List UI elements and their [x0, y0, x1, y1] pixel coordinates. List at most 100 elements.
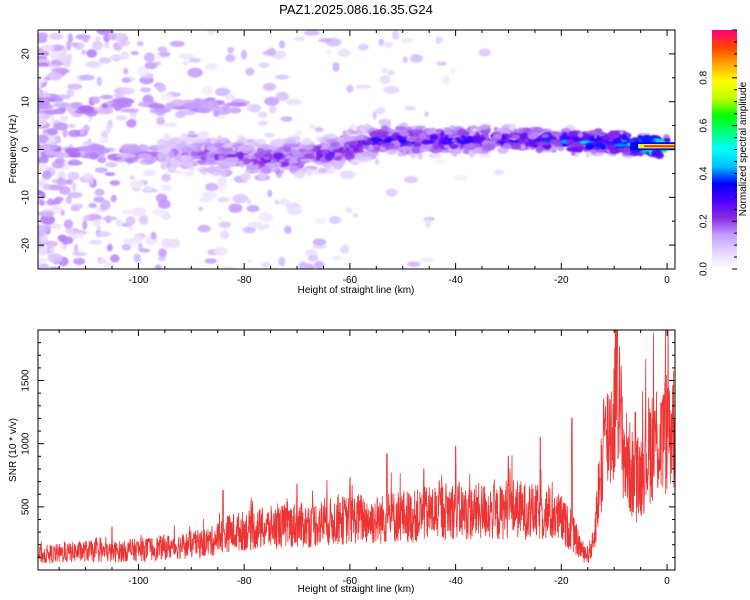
- spectrogram-ridge-blob: [463, 130, 470, 137]
- spectrogram-ridge-blob: [273, 152, 284, 160]
- spectrogram-noise-blob: [325, 49, 333, 55]
- spectrogram-noise-blob: [62, 128, 68, 138]
- spectrogram-noise-blob: [60, 209, 65, 216]
- spectrogram-ridge-blob: [443, 144, 451, 148]
- spectrogram-noise-blob: [217, 196, 230, 203]
- spectrogram-noise-blob: [110, 254, 120, 263]
- spectrogram-noise-blob: [383, 86, 400, 94]
- spectrogram-noise-blob: [258, 212, 273, 223]
- spectrogram-noise-blob: [129, 179, 144, 189]
- spectrogram-ridge-blob: [429, 133, 439, 141]
- spectrogram-noise-blob: [245, 67, 255, 76]
- spectrogram-noise-blob: [314, 126, 324, 133]
- spectrogram-noise-blob: [278, 40, 286, 49]
- spectrogram-noise-blob: [82, 35, 90, 43]
- spectrogram-noise-blob: [275, 91, 289, 102]
- spectrogram-noise-blob: [307, 254, 319, 262]
- spectrogram-ridge-blob: [205, 162, 211, 166]
- spectrogram-noise-blob: [130, 51, 139, 56]
- spectrogram-x-tick-label: 0: [664, 275, 670, 286]
- spectrogram-band-blob: [137, 153, 153, 160]
- spectrogram-noise-blob: [250, 104, 261, 113]
- spectrogram-ridge-blob: [261, 166, 272, 175]
- spectrogram-noise-blob: [71, 182, 76, 192]
- spectrogram-noise-blob: [93, 196, 105, 203]
- spectrogram-noise-blob: [264, 96, 280, 106]
- spectrogram-ridge-blob: [585, 142, 594, 150]
- spectrogram-ridge-blob: [214, 154, 219, 161]
- spectrogram-band-blob: [44, 109, 59, 115]
- spectrogram-noise-blob: [187, 67, 203, 78]
- spectrogram-noise-blob: [262, 82, 276, 92]
- spectrogram-noise-blob: [109, 55, 126, 60]
- spectrogram-noise-blob: [89, 175, 94, 185]
- spectrogram-band-blob: [71, 103, 80, 109]
- spectrogram-noise-blob: [47, 198, 53, 206]
- spectrogram-ridge-blob: [541, 133, 550, 138]
- spectrogram-noise-blob: [97, 225, 102, 232]
- spectrogram-noise-blob: [67, 33, 73, 43]
- spectrogram-noise-blob: [99, 94, 114, 100]
- spectrogram-noise-blob: [128, 225, 134, 231]
- spectrogram-ridge-blob: [355, 129, 361, 134]
- spectrogram-noise-blob: [150, 231, 157, 240]
- spectrogram-noise-blob: [247, 221, 263, 228]
- spectrogram-noise-blob: [121, 209, 137, 215]
- spectrogram-ridge-blob: [220, 146, 233, 154]
- spectrogram-noise-blob: [493, 169, 505, 176]
- spectrogram-ridge-blob: [170, 138, 180, 142]
- spectrogram-noise-blob: [47, 71, 64, 81]
- spectrogram-ridge-blob: [163, 133, 170, 141]
- spectrogram-noise-blob: [115, 219, 123, 227]
- spectrogram-noise-blob: [82, 220, 88, 231]
- spectrogram-noise-blob: [68, 123, 76, 128]
- spectrogram-ridge-blob: [155, 146, 166, 150]
- spectrogram-noise-blob: [182, 60, 189, 66]
- spectrogram-noise-blob: [67, 191, 83, 199]
- spectrogram-ridge-blob: [619, 147, 631, 153]
- spectrogram-ridge-blob: [600, 132, 605, 136]
- spectrogram-noise-blob: [136, 66, 149, 77]
- spectrogram-ridge-blob: [345, 141, 358, 146]
- spectrogram-noise-blob: [66, 53, 73, 62]
- spectrogram-noise-blob: [162, 122, 178, 128]
- spectrogram-noise-blob: [261, 262, 271, 268]
- spectrogram-noise-blob: [96, 76, 103, 87]
- spectrogram-noise-blob: [65, 195, 72, 204]
- spectrogram-noise-blob: [98, 258, 108, 264]
- spectrogram-ridge-blob: [217, 134, 223, 141]
- spectrogram-ridge-blob: [342, 130, 348, 138]
- spectrogram-noise-blob: [450, 67, 456, 75]
- spectrogram-noise-blob: [478, 48, 491, 57]
- spectrogram-noise-blob: [419, 257, 435, 263]
- spectrogram-noise-blob: [119, 87, 135, 95]
- spectrogram-noise-blob: [91, 40, 103, 51]
- spectrogram-noise-blob: [91, 219, 102, 225]
- spectrogram-ridge-blob: [577, 132, 584, 138]
- spectrogram-noise-blob: [50, 114, 55, 122]
- spectrogram-noise-blob: [38, 257, 48, 263]
- spectrogram-ridge-blob: [392, 132, 401, 136]
- colorbar: 0.0 0.2 0.4 0.6 0.8 Normalized spectral ampl…: [699, 29, 749, 276]
- spectrogram-ridge-blob: [483, 129, 489, 138]
- spectrogram-ridge-blob: [400, 145, 415, 151]
- spectrogram-ridge-blob: [406, 136, 417, 143]
- spectrogram-band-blob: [114, 104, 122, 112]
- spectrogram-noise-blob: [349, 123, 356, 130]
- spectrogram-ridge-blob: [315, 136, 323, 141]
- spectrogram-ridge-blob: [188, 167, 195, 172]
- spectrogram-ridge-blob: [662, 134, 671, 139]
- spectrogram-noise-blob: [340, 244, 350, 255]
- spectrogram-noise-blob: [132, 207, 147, 217]
- spectrogram-ridge-blob: [459, 145, 464, 150]
- spectrogram-noise-blob: [387, 70, 395, 76]
- spectrogram-ridge-blob: [264, 162, 276, 167]
- spectrogram-noise-blob: [204, 258, 217, 264]
- spectrogram-ridge-blob: [567, 131, 579, 135]
- spectrogram-noise-blob: [106, 243, 113, 252]
- spectrogram-ridge-blob: [259, 145, 274, 149]
- spectrogram-ridge-blob: [192, 160, 198, 166]
- spectrogram-noise-blob: [154, 264, 162, 269]
- spectrogram-ridge-blob: [429, 146, 443, 154]
